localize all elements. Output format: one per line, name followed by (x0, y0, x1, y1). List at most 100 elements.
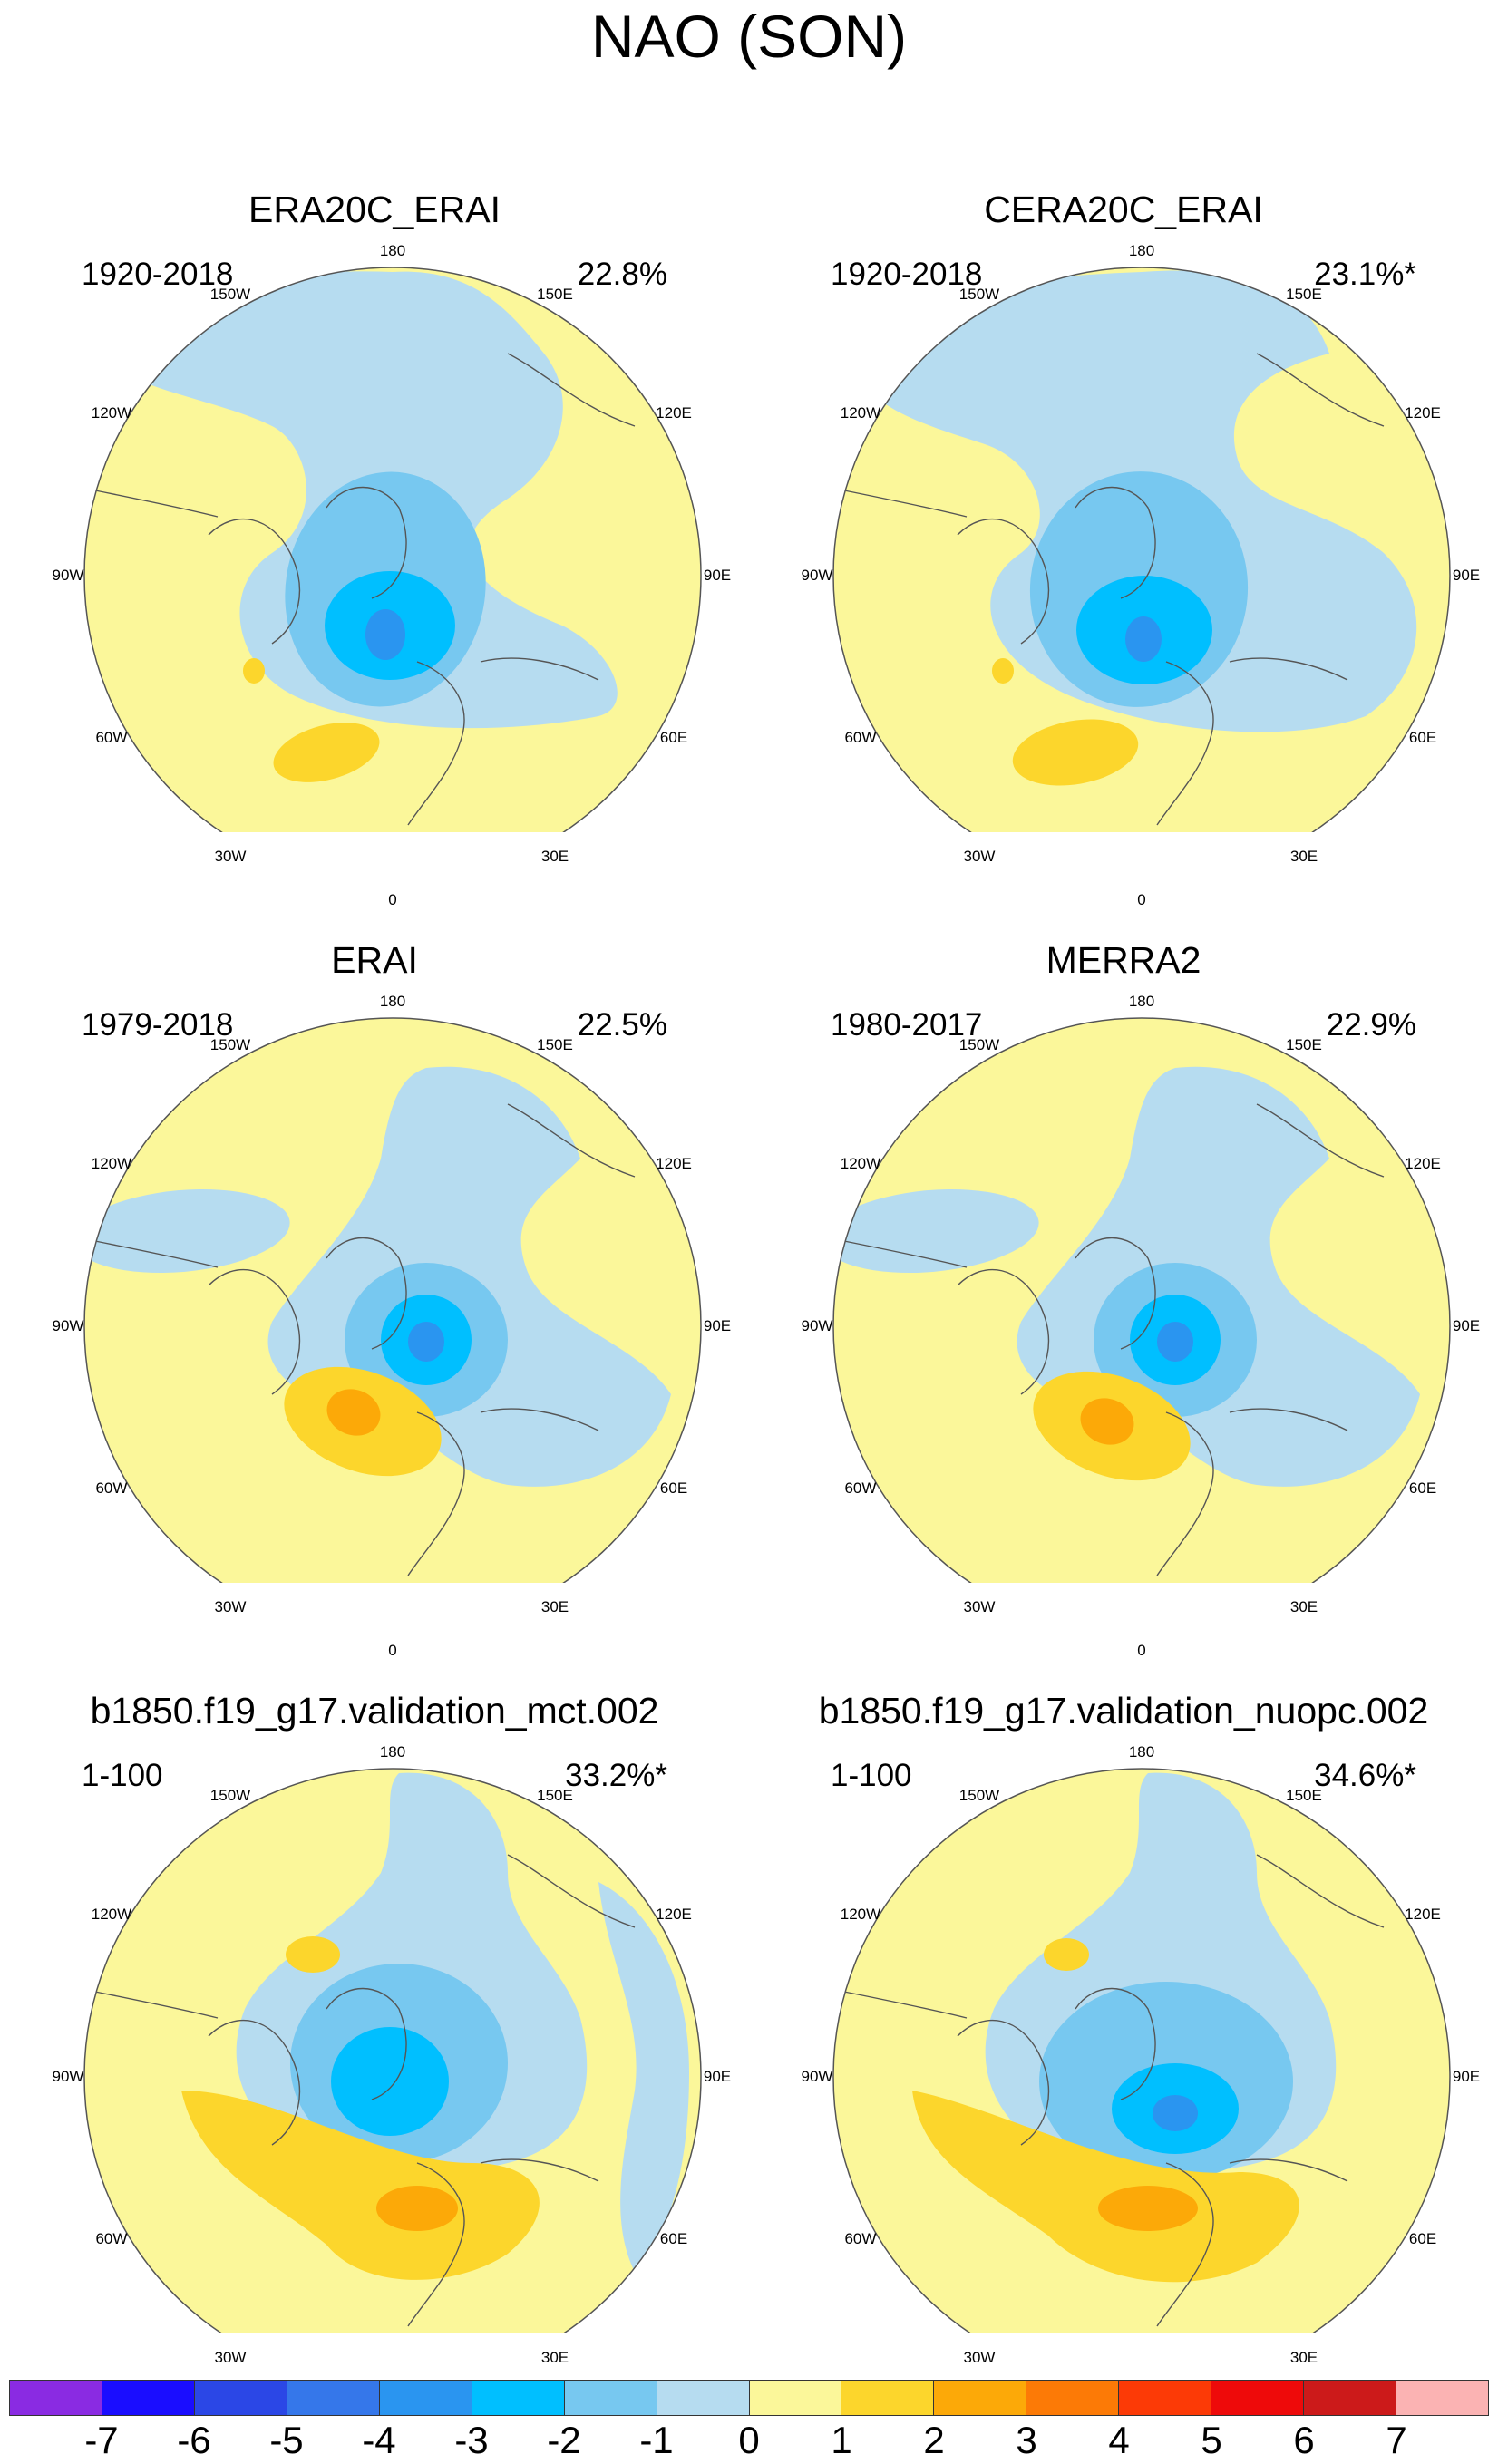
longitude-label: 90E (1452, 567, 1481, 584)
negative-anomaly-region (365, 609, 405, 660)
longitude-label: 150E (1286, 285, 1322, 303)
longitude-label: 120E (656, 404, 692, 422)
colorbar-labels: -7 -6 -5 -4 -3 -2 -1 0 1 2 3 4 5 6 7 (0, 2419, 1498, 2464)
map-frame (83, 1017, 702, 1583)
positive-anomaly-region (992, 658, 1014, 684)
map-panel: ERAI 1979-2018 22.5% 180 150E 120E 90E 60E 30E 0 3… (0, 832, 749, 1659)
colorbar-segment (1396, 2381, 1488, 2415)
figure-title: NAO (SON) (590, 3, 908, 70)
coastline (1156, 2162, 1214, 2327)
longitude-label: 60E (659, 1479, 688, 1497)
positive-anomaly-region (1012, 719, 1139, 786)
colorbar-tick-label: -3 (454, 2419, 489, 2461)
coastline (839, 489, 968, 518)
positive-anomaly-region (273, 723, 380, 782)
colorbar-segment (564, 2381, 657, 2415)
coastline (1156, 661, 1214, 826)
longitude-label: 0 (1137, 1642, 1146, 1659)
longitude-label: 120W (840, 1906, 881, 1923)
longitude-label: 60W (844, 2230, 877, 2247)
longitude-label: 150W (958, 1035, 1000, 1053)
coastline (1256, 353, 1385, 427)
coastline (1229, 2158, 1348, 2182)
negative-anomaly-region (833, 1188, 1039, 1274)
longitude-label: 90W (801, 567, 833, 584)
colorbar-tick-label: -4 (362, 2419, 396, 2461)
panel-title: ERAI (331, 939, 418, 981)
longitude-label: 120W (91, 1906, 132, 1923)
longitude-label: 150W (958, 1786, 1000, 1804)
coastline (480, 657, 599, 681)
longitude-label: 60E (1408, 1479, 1437, 1497)
longitude-label: 120E (656, 1906, 692, 1923)
variance-percent: 22.8% (577, 257, 667, 292)
colorbar-segment (1211, 2381, 1305, 2415)
coastline (839, 1239, 968, 1268)
period-label: 1920-2018 (831, 257, 983, 292)
polar-map (83, 1768, 702, 2333)
negative-anomaly-region (1153, 2095, 1198, 2131)
positive-anomaly-region (1080, 1398, 1134, 1445)
longitude-label: 60E (659, 729, 688, 746)
longitude-label: 60W (95, 1479, 128, 1497)
longitude-label: 150E (1286, 1786, 1322, 1804)
longitude-label: 30E (1289, 848, 1318, 866)
longitude-label: 150E (1286, 1035, 1322, 1053)
period-label: 1-100 (82, 1758, 163, 1793)
colorbar-tick-label: 5 (1201, 2419, 1222, 2461)
longitude-label: 60W (95, 2230, 128, 2247)
longitude-label: 60E (1408, 2230, 1437, 2247)
map-panel: CERA20C_ERAI 1920-2018 23.1%* 180 150E 120E 90… (749, 82, 1498, 908)
colorbar-segment (10, 2381, 102, 2415)
colorbar-tick-label: 6 (1293, 2419, 1315, 2461)
longitude-label: 30W (963, 2349, 996, 2367)
negative-anomaly-region (84, 1188, 290, 1274)
longitude-label: 120W (840, 404, 881, 422)
longitude-label: 150E (537, 1035, 573, 1053)
polar-map (83, 267, 702, 832)
coastline (1156, 1411, 1214, 1576)
longitude-label: 90W (52, 567, 84, 584)
polar-map (832, 267, 1451, 832)
longitude-label: 180 (1128, 993, 1155, 1010)
variance-percent: 34.6%* (1314, 1758, 1416, 1793)
coastline (1075, 486, 1156, 599)
longitude-label: 60W (95, 729, 128, 746)
longitude-label: 150W (958, 285, 1000, 303)
longitude-label: 150W (209, 285, 251, 303)
positive-anomaly-region (326, 1389, 381, 1436)
longitude-label: 30W (214, 1598, 247, 1616)
map-frame (832, 1017, 1451, 1583)
longitude-label: 150E (537, 1786, 573, 1804)
longitude-label: 180 (1128, 1743, 1155, 1761)
longitude-label: 90W (52, 2068, 84, 2085)
longitude-label: 90W (801, 1317, 833, 1334)
colorbar-segment (194, 2381, 287, 2415)
longitude-label: 30E (1289, 2349, 1318, 2367)
longitude-label: 120W (91, 404, 132, 422)
coastline (957, 1268, 1050, 1395)
positive-anomaly-region (376, 2186, 458, 2231)
variance-percent: 22.5% (577, 1007, 667, 1043)
longitude-label: 180 (379, 993, 406, 1010)
coastline (407, 1411, 465, 1576)
longitude-label: 30E (540, 848, 569, 866)
longitude-label: 30E (540, 1598, 569, 1616)
colorbar-tick-label: 3 (1016, 2419, 1037, 2461)
colorbar-tick-label: 7 (1386, 2419, 1407, 2461)
longitude-label: 120E (1405, 1906, 1441, 1923)
coastline (208, 2019, 301, 2146)
colorbar-segment (1119, 2381, 1212, 2415)
coastline (1075, 1987, 1156, 2100)
longitude-label: 150W (209, 1786, 251, 1804)
coastline (326, 1987, 407, 2100)
longitude-label: 150E (537, 285, 573, 303)
colorbar-segment (657, 2381, 750, 2415)
longitude-label: 90E (703, 2068, 732, 2085)
coastline (480, 2158, 599, 2182)
colorbar-segment (379, 2381, 472, 2415)
map-panel: ERA20C_ERAI 1920-2018 22.8% 180 150E 120E 90E 6… (0, 82, 749, 908)
variance-percent: 33.2%* (565, 1758, 667, 1793)
longitude-label: 90W (801, 2068, 833, 2085)
colorbar-tick-label: -5 (269, 2419, 304, 2461)
